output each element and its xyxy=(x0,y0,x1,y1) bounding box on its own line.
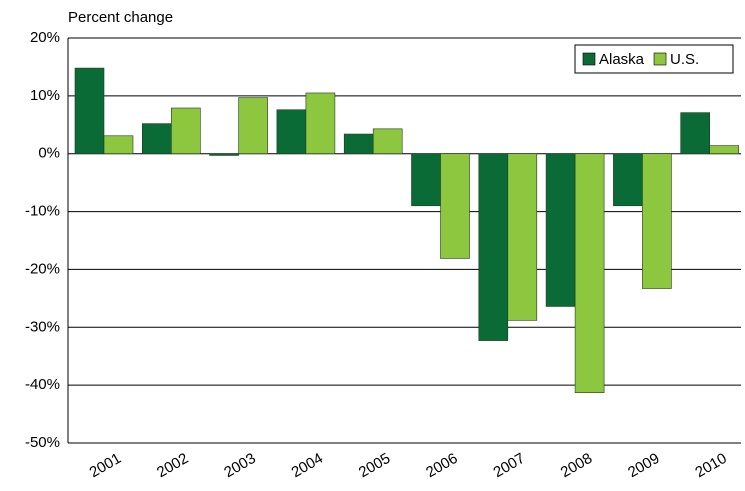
bar xyxy=(343,133,374,155)
x-tick-label: 2008 xyxy=(558,450,595,481)
x-tick-label: 2004 xyxy=(289,450,326,481)
x-tick-label: 2005 xyxy=(356,450,393,481)
x-tick-label: 2003 xyxy=(221,450,258,481)
y-axis-label: Percent change xyxy=(68,9,173,26)
bar xyxy=(478,153,509,341)
x-tick-label: 2010 xyxy=(692,450,729,481)
legend-label: Alaska xyxy=(599,51,645,68)
bar xyxy=(613,153,643,207)
bar xyxy=(440,153,470,259)
bar xyxy=(142,123,172,155)
y-tick-label: -30% xyxy=(25,318,60,335)
y-tick-label: -50% xyxy=(25,434,60,451)
bar xyxy=(209,153,239,156)
bar xyxy=(171,107,201,155)
legend-swatch xyxy=(582,52,596,66)
y-tick-label: 0% xyxy=(38,145,60,162)
bar xyxy=(411,153,441,207)
y-tick-label: -40% xyxy=(25,376,60,393)
bar xyxy=(372,128,403,155)
x-tick-label: 2007 xyxy=(490,450,527,481)
bar xyxy=(103,135,134,155)
x-tick-label: 2002 xyxy=(154,450,191,481)
bar xyxy=(680,112,711,155)
bar xyxy=(545,153,576,307)
bar xyxy=(709,145,740,155)
legend-box xyxy=(574,44,734,74)
x-tick-label: 2001 xyxy=(87,450,124,481)
bar xyxy=(238,97,268,155)
bar xyxy=(507,153,538,321)
y-tick-label: 20% xyxy=(30,29,60,46)
bar xyxy=(74,67,105,155)
y-tick-label: -10% xyxy=(25,203,60,220)
x-tick-label: 2009 xyxy=(625,450,662,481)
bar xyxy=(574,153,605,393)
y-tick-label: -20% xyxy=(25,260,60,277)
bar xyxy=(642,153,672,289)
legend-swatch xyxy=(653,52,667,66)
legend-label: U.S. xyxy=(670,51,699,68)
x-tick-label: 2006 xyxy=(423,450,460,481)
bar xyxy=(276,109,307,155)
y-tick-label: 10% xyxy=(30,87,60,104)
bar xyxy=(305,92,336,155)
